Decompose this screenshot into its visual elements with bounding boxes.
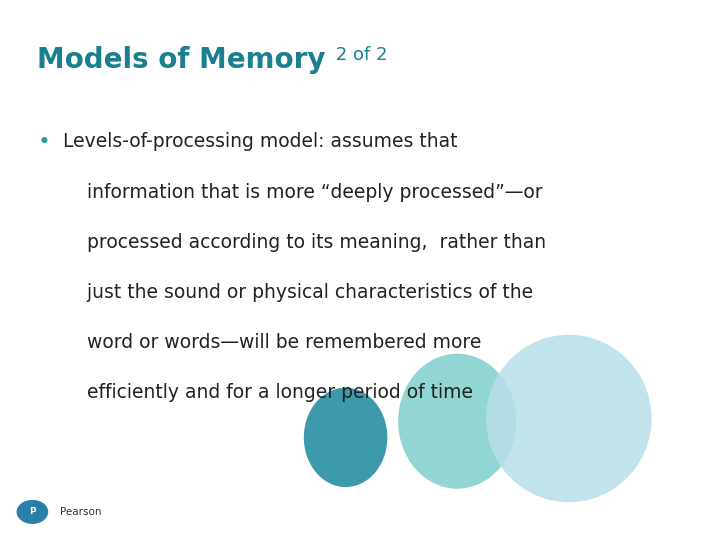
Ellipse shape <box>486 335 652 502</box>
Text: processed according to its meaning,  rather than: processed according to its meaning, rath… <box>63 233 546 252</box>
Ellipse shape <box>304 388 387 487</box>
Text: just the sound or physical characteristics of the: just the sound or physical characteristi… <box>63 283 534 302</box>
Text: Models of Memory: Models of Memory <box>37 46 326 74</box>
Ellipse shape <box>398 354 516 489</box>
Text: word or words—will be remembered more: word or words—will be remembered more <box>63 333 482 352</box>
Circle shape <box>17 501 48 523</box>
Text: 2 of 2: 2 of 2 <box>330 46 387 64</box>
Text: Levels-of-processing model: assumes that: Levels-of-processing model: assumes that <box>63 132 458 151</box>
Text: •: • <box>37 132 50 152</box>
Text: Pearson: Pearson <box>60 507 102 517</box>
Text: efficiently and for a longer period of time: efficiently and for a longer period of t… <box>63 383 473 402</box>
Text: P: P <box>29 508 36 516</box>
Text: information that is more “deeply processed”—or: information that is more “deeply process… <box>63 183 543 201</box>
